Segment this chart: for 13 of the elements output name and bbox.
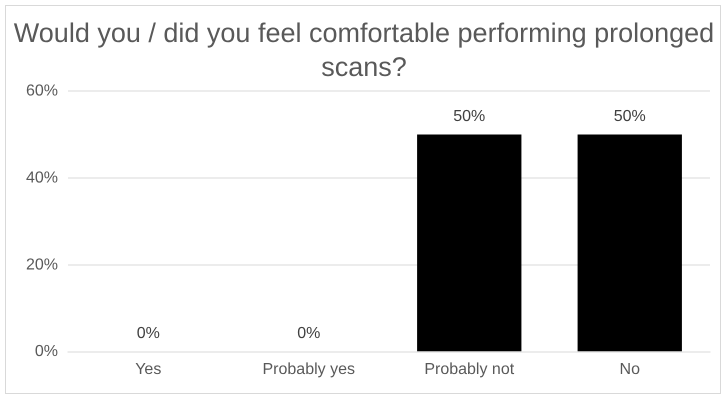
- data-label: 0%: [297, 325, 320, 342]
- data-label: 0%: [136, 325, 160, 342]
- data-label: 50%: [453, 108, 486, 125]
- x-tick-label: Yes: [135, 360, 162, 378]
- x-tick-label: Probably yes: [262, 360, 356, 378]
- y-tick-label: 40%: [26, 169, 58, 186]
- x-tick-label: No: [620, 360, 640, 378]
- y-tick-label: 60%: [26, 82, 58, 100]
- y-tick-label: 20%: [26, 256, 58, 274]
- y-tick-label: 0%: [34, 343, 58, 360]
- data-label: 50%: [614, 108, 646, 125]
- chart-title: Would you / did you feel comfortable performing prolonged scans?: [12, 17, 716, 84]
- x-tick-label: Probably not: [424, 360, 515, 378]
